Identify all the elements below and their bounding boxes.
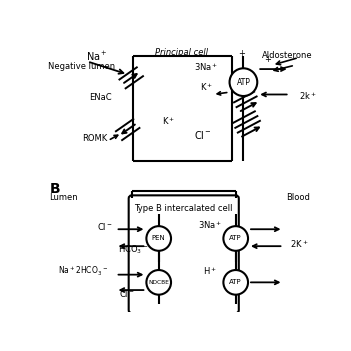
Text: NDCBE: NDCBE	[148, 280, 169, 285]
Text: 3Na$^+$: 3Na$^+$	[194, 61, 219, 73]
Circle shape	[146, 270, 171, 295]
Text: K$^+$: K$^+$	[162, 115, 175, 126]
Text: HCO$_3$$^-$: HCO$_3$$^-$	[118, 244, 148, 256]
Text: 2k$^+$: 2k$^+$	[299, 90, 317, 102]
Text: +: +	[265, 54, 271, 64]
Text: 3Na$^+$: 3Na$^+$	[198, 219, 223, 231]
Text: Principal cell: Principal cell	[155, 48, 208, 57]
Text: Negative lumen: Negative lumen	[48, 62, 115, 71]
Text: Cl$^-$: Cl$^-$	[97, 221, 113, 232]
Text: Aldosterone: Aldosterone	[262, 51, 313, 60]
Text: Lumen: Lumen	[49, 193, 78, 202]
Text: B: B	[49, 182, 60, 196]
Circle shape	[146, 226, 171, 251]
Text: Cl$^-$: Cl$^-$	[194, 128, 212, 140]
Text: Cl$^-$: Cl$^-$	[119, 289, 134, 299]
Text: Na$^+$2HCO$_3$$^-$: Na$^+$2HCO$_3$$^-$	[58, 265, 108, 278]
Text: 2K$^+$: 2K$^+$	[290, 238, 308, 250]
Text: ATP: ATP	[230, 236, 242, 241]
Text: ENaC: ENaC	[89, 93, 112, 102]
Text: H$^+$: H$^+$	[203, 266, 217, 277]
Circle shape	[223, 270, 248, 295]
Text: +: +	[238, 49, 245, 58]
Text: ATP: ATP	[237, 78, 250, 87]
Text: ATP: ATP	[230, 279, 242, 285]
Circle shape	[230, 68, 257, 96]
Text: Na$^+$: Na$^+$	[86, 50, 108, 63]
Text: PEN: PEN	[152, 236, 166, 241]
Text: ROMK: ROMK	[82, 134, 107, 143]
Text: K$^+$: K$^+$	[200, 81, 213, 93]
Text: Blood: Blood	[286, 193, 310, 202]
Text: Type B intercalated cell: Type B intercalated cell	[134, 204, 233, 213]
Circle shape	[223, 226, 248, 251]
